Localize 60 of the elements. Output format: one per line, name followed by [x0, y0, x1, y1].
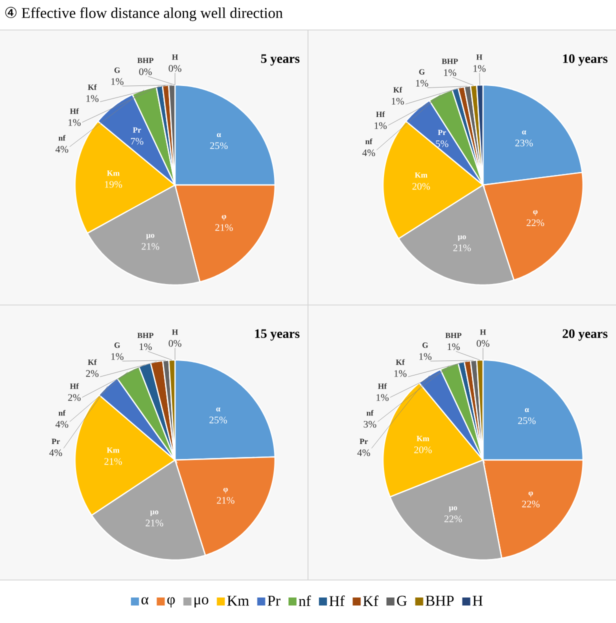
data-label: 1% [394, 370, 407, 377]
data-label: 1% [111, 353, 124, 360]
data-label: 1% [419, 353, 432, 360]
data-label: 2% [86, 370, 99, 377]
text: 0% [168, 65, 182, 72]
data-label: 21% [215, 224, 233, 231]
text: 0% [139, 68, 152, 76]
data-label: 1% [448, 343, 460, 350]
data-label: 1% [416, 80, 428, 87]
legend-label: Kf [363, 595, 378, 606]
data-label: 4% [49, 449, 62, 456]
legend-label: Hf [329, 595, 345, 606]
data-label: 22% [522, 500, 540, 508]
legend-label: Pr [268, 596, 280, 606]
data-label: 1% [392, 98, 404, 105]
data-label: 21% [146, 520, 164, 526]
data-label: 4% [362, 149, 376, 156]
data-label: 19% [105, 181, 122, 188]
data-label: 3% [364, 420, 376, 428]
text: ④ Effective flow distance along well direction [5, 6, 283, 22]
legend-label: α [141, 597, 148, 604]
data-label: 1% [111, 78, 124, 85]
data-label: 1% [444, 69, 456, 76]
data-label: 21% [453, 244, 471, 252]
data-label: 20% [412, 182, 430, 190]
legend-label: μo [194, 597, 208, 608]
data-label: 21% [104, 458, 122, 465]
chart-title: 10 years [563, 54, 608, 66]
data-label: 1% [374, 122, 387, 130]
data-label: 25% [209, 416, 227, 424]
legend-label: Km [227, 596, 250, 606]
chart-title: 20 years [562, 329, 608, 341]
chart-title: 5 years [261, 54, 300, 66]
data-label: 1% [376, 394, 389, 401]
data-label: 4% [357, 449, 370, 456]
data-label: 23% [515, 140, 533, 146]
chart-title: 15 years [255, 329, 300, 341]
legend-label: G [397, 596, 407, 606]
data-label: 1% [140, 343, 152, 350]
text: 0% [168, 340, 182, 347]
data-label: 1% [68, 119, 81, 126]
data-label: 20% [414, 446, 432, 454]
data-label: 25% [210, 142, 228, 150]
legend-label: H [472, 596, 483, 606]
legend-label: BHP [426, 596, 454, 606]
legend-label: nf [298, 595, 311, 606]
data-label: 4% [55, 146, 68, 153]
data-label: 5% [436, 140, 448, 148]
data-label: 25% [518, 417, 536, 424]
data-label: 2% [68, 394, 81, 401]
data-label: 1% [474, 65, 486, 72]
data-label: 7% [131, 138, 144, 145]
data-label: 21% [216, 496, 234, 504]
legend-label: φ [167, 597, 175, 608]
data-label: 22% [526, 219, 544, 226]
data-label: 1% [86, 95, 99, 102]
data-label: 22% [444, 515, 462, 522]
text: 0% [476, 340, 490, 347]
data-label: 4% [55, 420, 68, 428]
data-label: 21% [142, 243, 160, 250]
